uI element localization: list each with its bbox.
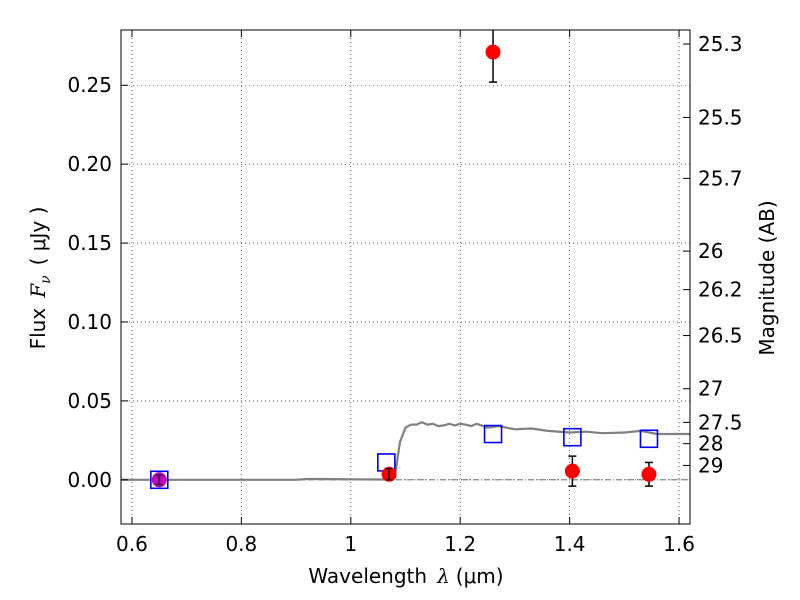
magnitude-tick-label: 25.5 [698, 105, 743, 129]
y-tick-label: 0.20 [67, 152, 112, 176]
model-photometry-square [639, 429, 659, 449]
sed-model-line [121, 421, 690, 481]
errorbar-layer [155, 30, 653, 487]
observed-point [641, 466, 657, 482]
magnitude-tick-label: 26 [698, 239, 723, 263]
x-tick-label: 1 [344, 532, 357, 556]
y-tick-label: 0.10 [67, 310, 112, 334]
magnitude-tick-label: 29 [698, 453, 723, 477]
magnitude-tick-label: 27 [698, 377, 723, 401]
square-layer [149, 424, 659, 490]
model-photometry-square [149, 470, 169, 490]
y-tick-label: 0.25 [67, 73, 112, 97]
observed-point [485, 44, 501, 60]
magnitude-tick-label: 25.3 [698, 32, 743, 56]
sed-layer [121, 421, 690, 481]
x-tick-label: 0.6 [116, 532, 148, 556]
plot-frame [120, 29, 691, 525]
y2-axis-label: Magnitude (AB) [755, 200, 779, 355]
observed-point [564, 463, 580, 479]
magnitude-tick-label: 26.2 [698, 278, 743, 302]
magnitude-tick-label: 27.5 [698, 410, 743, 434]
magnitude-tick-label: 28 [698, 432, 723, 456]
tick-layer: 0.6 0.8 1 1.2 1.4 1.6 0.00 0.05 0.10 0.15 0.20 0.25… [67, 30, 743, 556]
y-axis-label: FluxFν( μJy ) [26, 207, 54, 350]
y-tick-label: 0.15 [67, 231, 112, 255]
model-photometry-square [563, 427, 582, 447]
x-axis-label: Wavelength λ (μm) [308, 564, 503, 588]
x-tick-label: 1.2 [444, 532, 476, 556]
y-tick-label: 0.05 [67, 389, 112, 413]
magnitude-tick-label: 26.5 [698, 324, 743, 348]
x-tick-label: 1.6 [663, 532, 695, 556]
y-tick-label: 0.00 [67, 468, 112, 492]
x-tick-label: 0.8 [225, 532, 257, 556]
grid-lines [121, 30, 690, 524]
magnitude-tick-label: 25.7 [698, 166, 743, 190]
x-tick-label: 1.4 [554, 532, 586, 556]
point-layer [151, 44, 657, 488]
model-photometry-square [483, 424, 503, 444]
